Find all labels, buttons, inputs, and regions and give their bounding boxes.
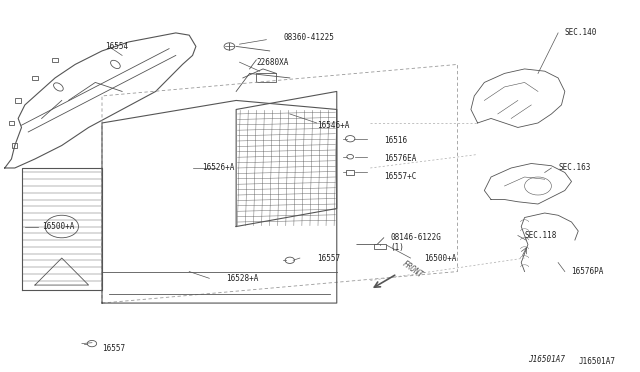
Text: SEC.163: SEC.163	[558, 163, 591, 173]
Text: 16526+A: 16526+A	[203, 163, 235, 173]
Text: 22680XA: 22680XA	[256, 58, 289, 67]
Text: SEC.118: SEC.118	[525, 231, 557, 240]
Text: 16576PA: 16576PA	[572, 267, 604, 276]
Text: 16500+A: 16500+A	[42, 222, 74, 231]
Text: 16554: 16554	[106, 42, 129, 51]
Text: 16546+A: 16546+A	[317, 121, 349, 130]
Bar	[15, 98, 21, 103]
Bar	[52, 58, 58, 62]
Bar	[346, 170, 354, 175]
Text: J16501A7: J16501A7	[579, 357, 615, 366]
Text: FRONT: FRONT	[401, 260, 424, 280]
Text: 16516: 16516	[384, 137, 407, 145]
Text: 08360-41225: 08360-41225	[283, 33, 334, 42]
Text: 16500+A: 16500+A	[424, 254, 456, 263]
Text: 08146-6122G
(1): 08146-6122G (1)	[390, 232, 442, 252]
Text: SEC.140: SEC.140	[565, 28, 597, 38]
Bar	[9, 121, 14, 125]
Text: J16501A7: J16501A7	[528, 355, 565, 363]
Text: 16557: 16557	[102, 344, 125, 353]
Text: 16557: 16557	[317, 254, 340, 263]
Bar	[32, 76, 38, 80]
Text: 16557+C: 16557+C	[384, 173, 416, 182]
Text: 16528+A: 16528+A	[226, 274, 259, 283]
Bar	[12, 143, 17, 148]
Text: 16576EA: 16576EA	[384, 154, 416, 163]
Bar	[374, 244, 386, 249]
Bar	[256, 73, 276, 83]
